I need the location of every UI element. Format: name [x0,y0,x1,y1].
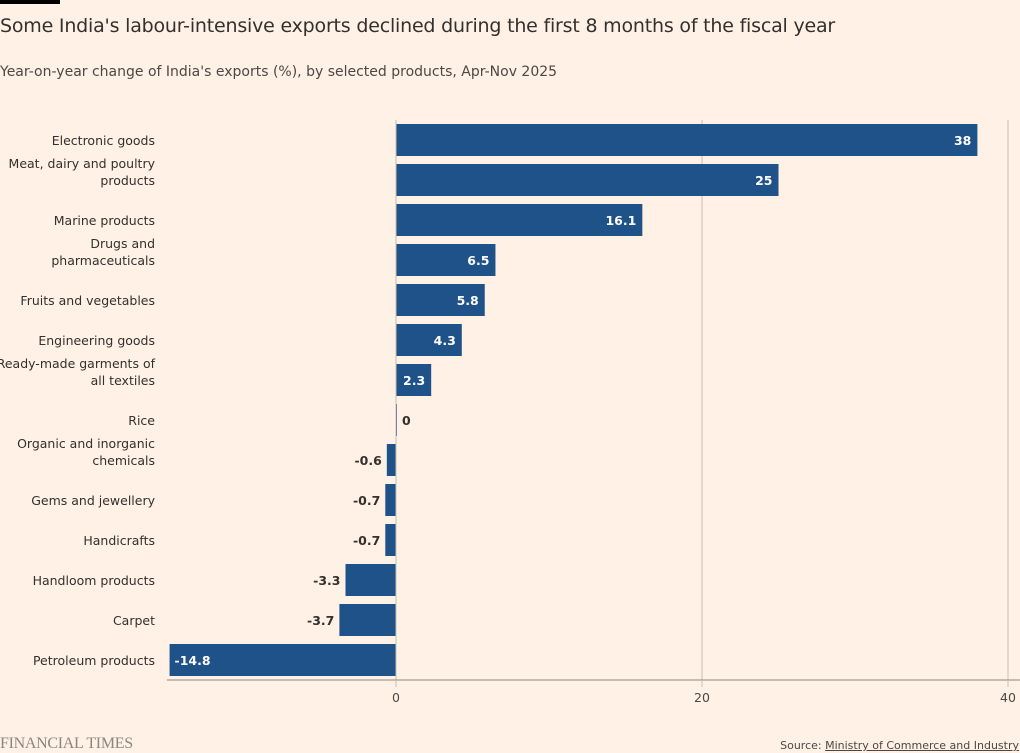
bar [386,444,396,476]
data-label: 25 [755,173,772,188]
category-label: chemicals [92,453,155,468]
bar [396,284,485,316]
bar [396,124,978,156]
data-label: 6.5 [467,253,489,268]
source-link[interactable]: Ministry of Commerce and Industry [825,739,1019,752]
data-label: -14.8 [175,653,211,668]
category-label: Electronic goods [52,133,155,148]
bar [169,644,396,676]
category-label: Fruits and vegetables [20,293,155,308]
data-label: 2.3 [403,373,425,388]
category-label: Handicrafts [83,533,155,548]
ft-top-bar [0,0,60,4]
category-label: Gems and jewellery [31,493,155,508]
data-label: 4.3 [434,333,456,348]
x-tick-label: 0 [392,690,400,705]
bar [396,364,432,396]
bar [396,204,643,236]
bar [396,324,462,356]
data-label: 0 [402,413,411,428]
bar [385,484,396,516]
category-label: Carpet [113,613,155,628]
data-label: -0.6 [354,453,382,468]
ft-logo: FINANCIAL TIMES [0,735,133,752]
x-tick-label: 40 [1000,690,1016,705]
data-label: 38 [954,133,971,148]
category-label: Engineering goods [38,333,155,348]
category-label: Meat, dairy and poultry [9,156,156,171]
data-label: 16.1 [605,213,636,228]
data-label: -0.7 [353,493,380,508]
category-label: Rice [128,413,155,428]
category-label: products [100,173,155,188]
category-label: Drugs and [90,236,155,251]
source-note: Source: Ministry of Commerce and Industr… [780,739,1019,752]
bar [396,164,779,196]
category-label: Ready-made garments of [0,356,156,371]
category-label: Petroleum products [33,653,155,668]
data-label: -0.7 [353,533,380,548]
bar [396,244,496,276]
x-tick-label: 20 [694,690,710,705]
data-label: 5.8 [457,293,479,308]
bar [385,524,396,556]
chart-title: Some India's labour-intensive exports de… [0,15,836,37]
bar [339,604,396,636]
category-label: Handloom products [33,573,155,588]
data-label: -3.3 [313,573,340,588]
chart-subtitle: Year-on-year change of India's exports (… [0,64,558,80]
bar [345,564,396,596]
category-label: Organic and inorganic [17,436,155,451]
category-label: all textiles [91,373,155,388]
category-label: pharmaceuticals [51,253,155,268]
category-label: Marine products [54,213,155,228]
source-label: Source: [780,739,822,752]
data-label: -3.7 [307,613,334,628]
